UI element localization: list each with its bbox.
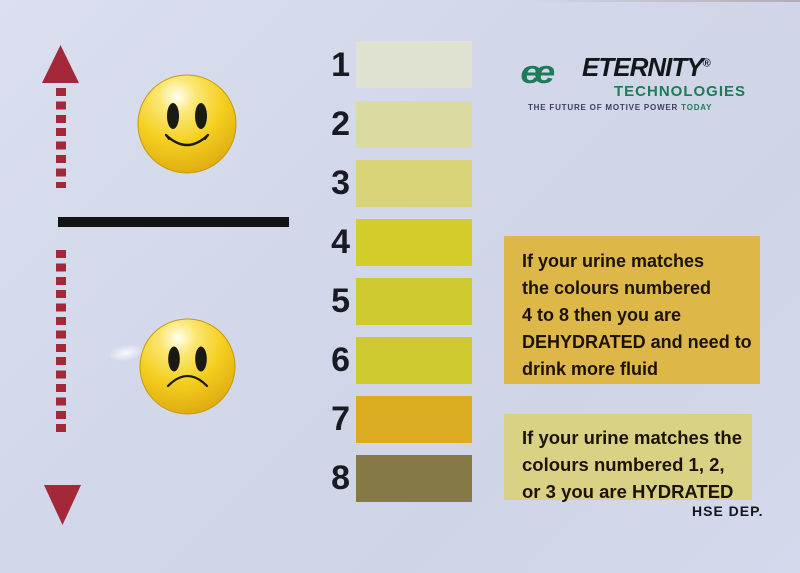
svg-text:ee: ee <box>520 55 554 88</box>
